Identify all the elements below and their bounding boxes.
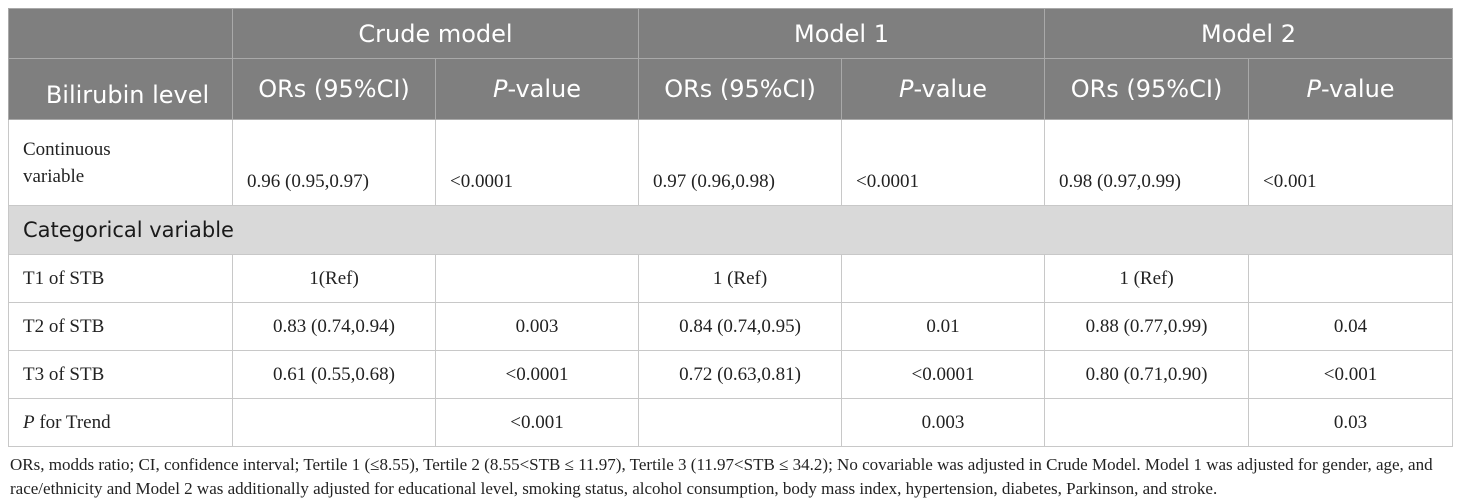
cell-p xyxy=(841,254,1046,303)
row-label: T1 of STB xyxy=(8,254,233,303)
p-suffix: -value xyxy=(913,75,988,103)
table-row-t3: T3 of STB 0.61 (0.55,0.68) <0.0001 0.72 … xyxy=(8,350,1454,399)
header-row-label: Bilirubin level xyxy=(8,58,233,120)
cell-or xyxy=(232,398,436,447)
cell-or: 1 (Ref) xyxy=(1044,254,1250,303)
p-italic: P xyxy=(23,411,35,433)
row-label: Continuous variable xyxy=(8,119,233,206)
cell-or: 1(Ref) xyxy=(232,254,436,303)
header-group-crude: Crude model xyxy=(231,8,640,59)
cell-p: <0.0001 xyxy=(434,350,640,399)
category-label: Categorical variable xyxy=(7,205,1454,255)
cell-or: 1 (Ref) xyxy=(638,254,843,303)
cell-or xyxy=(638,398,843,447)
p-suffix: -value xyxy=(507,75,582,103)
cell-p: 0.03 xyxy=(1248,398,1454,447)
header-p-model1: P-value xyxy=(841,58,1046,120)
row-label: P for Trend xyxy=(8,398,233,447)
table-row-t1: T1 of STB 1(Ref) 1 (Ref) 1 (Ref) xyxy=(8,254,1454,303)
cell-p: 0.003 xyxy=(434,302,640,351)
cell-p xyxy=(1248,254,1454,303)
table-row-t2: T2 of STB 0.83 (0.74,0.94) 0.003 0.84 (0… xyxy=(8,302,1454,351)
p-suffix: -value xyxy=(1320,75,1395,103)
cell-p: <0.001 xyxy=(1248,350,1454,399)
cell-p: 0.04 xyxy=(1248,302,1454,351)
results-table-container: Crude model Model 1 Model 2 Bilirubin le… xyxy=(7,8,1454,501)
table-row-categorical-header: Categorical variable xyxy=(7,205,1454,255)
header-group-model2: Model 2 xyxy=(1044,8,1454,59)
table-footnote: ORs, modds ratio; CI, confidence interva… xyxy=(10,455,1433,498)
row-label: T2 of STB xyxy=(8,302,233,351)
cell-p xyxy=(434,254,640,303)
header-or-model1: ORs (95%CI) xyxy=(638,58,843,120)
p-italic: P xyxy=(1306,75,1321,103)
results-table: Crude model Model 1 Model 2 Bilirubin le… xyxy=(7,8,1454,447)
cell-p: <0.001 xyxy=(434,398,640,447)
cell-or: 0.80 (0.71,0.90) xyxy=(1044,350,1250,399)
cell-or: 0.72 (0.63,0.81) xyxy=(638,350,843,399)
header-p-model2: P-value xyxy=(1248,58,1454,120)
cell-p: <0.0001 xyxy=(434,119,640,206)
cell-or: 0.96 (0.95,0.97) xyxy=(232,119,436,206)
cell-p: 0.01 xyxy=(841,302,1046,351)
table-row-trend: P for Trend <0.001 0.003 0.03 xyxy=(8,398,1454,447)
cell-or: 0.98 (0.97,0.99) xyxy=(1044,119,1250,206)
header-empty-cell xyxy=(8,8,233,59)
cell-or: 0.88 (0.77,0.99) xyxy=(1044,302,1250,351)
cell-p: <0.0001 xyxy=(841,350,1046,399)
cell-or: 0.83 (0.74,0.94) xyxy=(232,302,436,351)
header-p-crude: P-value xyxy=(434,58,640,120)
row-label: T3 of STB xyxy=(8,350,233,399)
cell-or: 0.97 (0.96,0.98) xyxy=(638,119,843,206)
cell-or xyxy=(1044,398,1250,447)
table-row-continuous: Continuous variable 0.96 (0.95,0.97) <0.… xyxy=(8,119,1454,206)
cell-p: <0.001 xyxy=(1248,119,1454,206)
cell-p: <0.0001 xyxy=(841,119,1046,206)
cell-or: 0.84 (0.74,0.95) xyxy=(638,302,843,351)
p-italic: P xyxy=(898,75,914,103)
header-or-model2: ORs (95%CI) xyxy=(1044,58,1250,120)
header-or-crude: ORs (95%CI) xyxy=(232,58,436,120)
p-italic: P xyxy=(492,75,508,103)
header-group-model1: Model 1 xyxy=(638,8,1046,59)
cell-or: 0.61 (0.55,0.68) xyxy=(232,350,436,399)
cell-p: 0.003 xyxy=(841,398,1046,447)
trend-suffix: for Trend xyxy=(34,411,111,433)
